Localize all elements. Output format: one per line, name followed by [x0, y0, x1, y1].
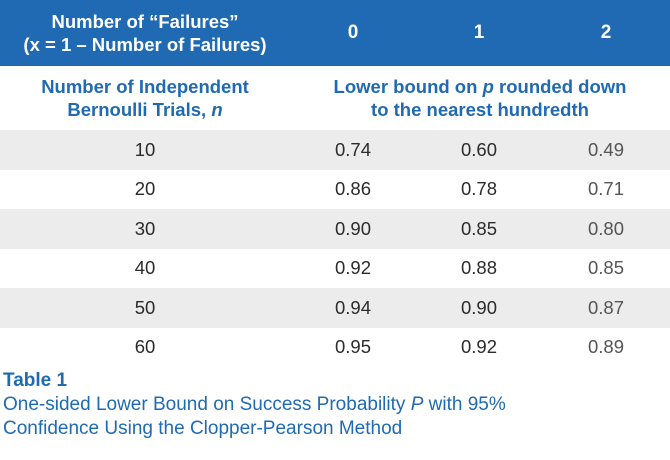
table-row: 50 0.94 0.90 0.87 — [0, 288, 670, 328]
cell-v0: 0.74 — [334, 138, 371, 160]
cell-v0: 0.92 — [334, 257, 371, 279]
trials-header-line2: Bernoulli Trials, n — [0, 98, 290, 121]
cell-v1: 0.90 — [460, 296, 497, 318]
lower-bound-header-line1: Lower bound on p rounded down — [290, 75, 670, 98]
cell-n: 60 — [134, 336, 156, 358]
lower-bound-header-line2: to the nearest hundredth — [371, 99, 589, 120]
cell-v2: 0.71 — [587, 178, 624, 200]
table-row: 10 0.74 0.60 0.49 — [0, 130, 670, 170]
cell-v1: 0.85 — [460, 217, 497, 239]
cell-n: 40 — [134, 257, 156, 279]
cell-v2: 0.80 — [587, 217, 624, 239]
trials-header: Number of Independent Bernoulli Trials, … — [0, 75, 290, 121]
col-header-2: 2 — [600, 22, 612, 43]
table-subheader-row: Number of Independent Bernoulli Trials, … — [0, 66, 670, 130]
caption-line1-prefix: One-sided Lower Bound on Success Probabi… — [3, 394, 411, 415]
cell-n: 50 — [134, 296, 156, 318]
cell-v2: 0.87 — [587, 296, 624, 318]
col-header-0: 0 — [347, 22, 359, 43]
table-figure: Number of “Failures” (x = 1 – Number of … — [0, 0, 670, 441]
table-header-row: Number of “Failures” (x = 1 – Number of … — [0, 0, 670, 66]
cell-v1: 0.60 — [460, 138, 497, 160]
cell-v1: 0.92 — [460, 336, 497, 358]
table-row: 60 0.95 0.92 0.89 — [0, 328, 670, 368]
lower-bound-prefix: Lower bound on — [333, 76, 483, 97]
lower-bound-header: Lower bound on p rounded down to the nea… — [290, 75, 670, 121]
table-row: 20 0.86 0.78 0.71 — [0, 170, 670, 210]
caption-line1-suffix: with 95% — [423, 394, 506, 415]
table-row: 40 0.92 0.88 0.85 — [0, 249, 670, 289]
trials-header-prefix: Bernoulli Trials, — [67, 99, 212, 120]
cell-v2: 0.85 — [587, 257, 624, 279]
failures-header: Number of “Failures” (x = 1 – Number of … — [0, 10, 290, 56]
failures-header-line1: Number of “Failures” — [51, 11, 239, 32]
trials-header-line1: Number of Independent — [41, 76, 249, 97]
lower-bound-variable: p — [482, 76, 494, 97]
cell-v0: 0.94 — [334, 296, 371, 318]
cell-n: 30 — [134, 217, 156, 239]
col-header-1: 1 — [473, 22, 485, 43]
caption-line2: Confidence Using the Clopper-Pearson Met… — [3, 418, 403, 439]
caption-title: Table 1 — [3, 370, 68, 391]
cell-n: 10 — [134, 138, 156, 160]
table-caption: Table 1 One-sided Lower Bound on Success… — [0, 369, 670, 441]
cell-n: 20 — [134, 178, 156, 200]
cell-v1: 0.78 — [460, 178, 497, 200]
cell-v2: 0.89 — [587, 336, 624, 358]
lower-bound-suffix: rounded down — [493, 76, 627, 97]
cell-v0: 0.90 — [334, 217, 371, 239]
cell-v0: 0.95 — [334, 336, 371, 358]
table-row: 30 0.90 0.85 0.80 — [0, 209, 670, 249]
cell-v0: 0.86 — [334, 178, 371, 200]
trials-variable: n — [211, 99, 223, 120]
caption-variable: P — [410, 394, 424, 415]
failures-header-line2: (x = 1 – Number of Failures) — [23, 34, 267, 55]
cell-v1: 0.88 — [460, 257, 497, 279]
cell-v2: 0.49 — [587, 138, 624, 160]
caption-line1: One-sided Lower Bound on Success Probabi… — [3, 393, 670, 417]
